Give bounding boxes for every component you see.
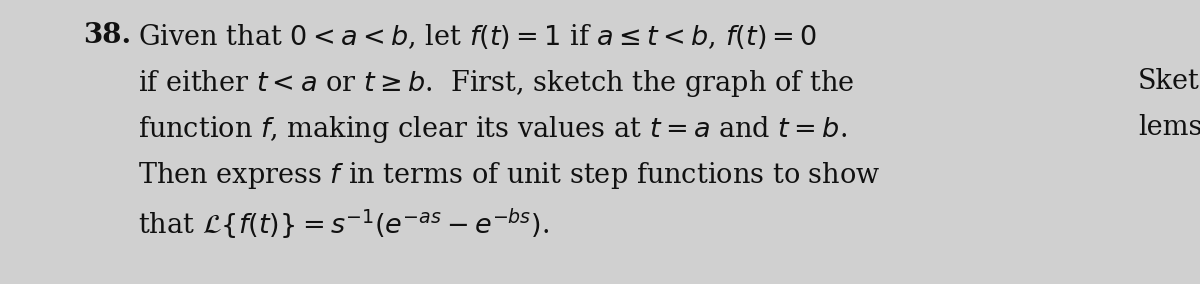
Text: Sketc: Sketc bbox=[1138, 68, 1200, 95]
Text: Given that $0 < a < b$, let $f(t) = 1$ if $a \leq t < b$, $f(t) = 0$: Given that $0 < a < b$, let $f(t) = 1$ i… bbox=[138, 22, 817, 51]
Text: Then express $f$ in terms of unit step functions to show: Then express $f$ in terms of unit step f… bbox=[138, 160, 881, 191]
Text: if either $t < a$ or $t \geq b$.  First, sketch the graph of the: if either $t < a$ or $t \geq b$. First, … bbox=[138, 68, 854, 99]
Text: 38.: 38. bbox=[83, 22, 131, 49]
Text: function $f$, making clear its values at $t = a$ and $t = b$.: function $f$, making clear its values at… bbox=[138, 114, 847, 145]
Text: lems: lems bbox=[1138, 114, 1200, 141]
Text: that $\mathcal{L}\{f(t)\} = s^{-1}(e^{-as} - e^{-bs})$.: that $\mathcal{L}\{f(t)\} = s^{-1}(e^{-a… bbox=[138, 206, 550, 241]
